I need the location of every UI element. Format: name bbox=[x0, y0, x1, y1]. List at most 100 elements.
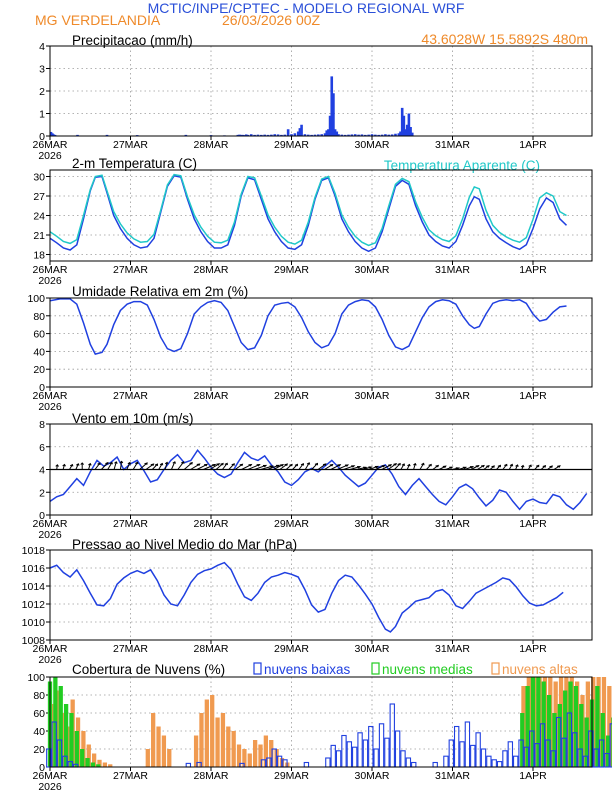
precip-bar bbox=[249, 134, 253, 136]
wind-arrow-head bbox=[80, 462, 85, 465]
wind-arrow bbox=[183, 462, 193, 470]
cloud-bar-high bbox=[236, 744, 242, 767]
wind-xtick-label: 31MAR bbox=[435, 518, 470, 530]
wind-arrow bbox=[170, 461, 176, 470]
wind-arrow bbox=[502, 464, 508, 470]
wind-arrow-head bbox=[262, 464, 268, 468]
wind-arrow-head bbox=[393, 463, 397, 466]
press-xtick-label: 28MAR bbox=[193, 643, 228, 655]
cloud-bar-high bbox=[97, 759, 102, 767]
cloud-bar-low bbox=[378, 723, 385, 768]
precip-ytick-label: 0 bbox=[39, 131, 45, 143]
clouds-ytick-label: 100 bbox=[27, 672, 45, 684]
precip-bar bbox=[241, 134, 245, 136]
precip-bar bbox=[246, 134, 250, 136]
rh-xtick-label: 30MAR bbox=[354, 390, 389, 402]
wind-ytick-label: 0 bbox=[39, 510, 45, 522]
precip-bar bbox=[384, 134, 387, 136]
cloud-bar-mid bbox=[80, 749, 85, 767]
cloud-bar-mid bbox=[568, 681, 573, 767]
wind-arrow bbox=[196, 463, 208, 470]
cloud-bar-low bbox=[389, 703, 395, 768]
cloud-bar-high bbox=[145, 749, 150, 767]
clouds-ytick-label: 60 bbox=[33, 708, 45, 720]
cloud-bar-mid bbox=[530, 677, 536, 767]
precip-bar bbox=[317, 134, 320, 136]
cloud-bar-high bbox=[156, 726, 161, 767]
precip-bar bbox=[266, 134, 270, 136]
precip-bar bbox=[380, 134, 384, 136]
cloud-bar-low bbox=[443, 755, 449, 768]
wind-arrow-head bbox=[306, 462, 311, 465]
wind-arrow-head bbox=[275, 464, 281, 468]
wind-xtick-label: 30MAR bbox=[354, 518, 389, 530]
wind-arrow-head bbox=[127, 461, 132, 465]
cloud-bar-low bbox=[593, 748, 599, 768]
cloud-bar-low bbox=[46, 748, 52, 768]
press-ytick-label: 1012 bbox=[22, 599, 46, 611]
clouds-frame bbox=[49, 676, 593, 768]
wind-ytick-label: 2 bbox=[39, 487, 45, 499]
precip-xtick-label: 26MAR bbox=[32, 139, 67, 151]
precip-title: Precipitacao (mm/h) bbox=[72, 33, 193, 48]
legend-high-swatch bbox=[491, 662, 500, 675]
cloud-bar-low bbox=[502, 750, 508, 768]
wind-arrow bbox=[234, 463, 243, 470]
cloud-bar-high bbox=[204, 699, 209, 767]
precip-bar bbox=[236, 134, 240, 136]
cloud-bar-high bbox=[151, 713, 156, 767]
wind-arrow-head bbox=[284, 463, 289, 467]
temp-ytick-label: 21 bbox=[33, 230, 45, 242]
wind-arrow-head bbox=[189, 461, 193, 465]
wind-arrow bbox=[75, 463, 79, 470]
wind-arrow-head bbox=[549, 465, 554, 468]
wind-arrow bbox=[298, 463, 304, 470]
cloud-bar-low bbox=[303, 761, 310, 768]
cloud-bar-low bbox=[335, 750, 342, 768]
precip-bar bbox=[404, 129, 407, 136]
wind-arrow bbox=[394, 463, 401, 470]
rh-xtick-label: 28MAR bbox=[193, 390, 228, 402]
wind-arrow-head bbox=[135, 461, 139, 465]
wind-arrow-head bbox=[535, 464, 540, 468]
wind-xtick-label: 1APR bbox=[519, 518, 547, 530]
temp-ytick-label: 30 bbox=[33, 172, 45, 184]
wind-arrow-head bbox=[435, 464, 440, 468]
temp-series-line-0 bbox=[49, 174, 568, 253]
rh-xtick-label: 1APR bbox=[519, 390, 547, 402]
wind-arrow bbox=[419, 463, 425, 470]
wind-arrow-head bbox=[363, 466, 368, 470]
cloud-bar-high bbox=[252, 740, 258, 767]
wind-arrow-head bbox=[224, 462, 228, 466]
wind-arrow bbox=[190, 463, 200, 470]
temp-xtick-label: 28MAR bbox=[193, 264, 228, 276]
precip-bar bbox=[238, 134, 241, 136]
press-title: Pressao ao Nivel Medio do Mar (hPa) bbox=[72, 537, 297, 552]
clouds-ytick-label: 80 bbox=[33, 690, 45, 702]
temp-series-line-1 bbox=[49, 173, 567, 247]
precip-xtick-label: 28MAR bbox=[193, 139, 228, 151]
clouds-title: Cobertura de Nuvens (%) bbox=[72, 662, 225, 677]
cloud-bar-mid bbox=[96, 764, 101, 767]
precip-bar bbox=[353, 134, 357, 136]
wind-arrow-head bbox=[154, 463, 159, 466]
wind-arrow-head bbox=[462, 466, 468, 470]
wind-arrow-head bbox=[509, 463, 514, 467]
cloud-bar-low bbox=[604, 752, 610, 768]
temp-ytick-label: 18 bbox=[33, 250, 45, 262]
cloud-bar-high bbox=[91, 753, 97, 767]
wind-arrow bbox=[132, 462, 138, 470]
wind-arrow-head bbox=[97, 462, 101, 465]
rh-xtick-label: 31MAR bbox=[435, 390, 470, 402]
cloud-bar-mid bbox=[552, 713, 557, 767]
precip-bar bbox=[394, 133, 397, 136]
cloud-bar-low bbox=[384, 737, 390, 768]
cloud-bar-mid bbox=[573, 686, 579, 767]
precip-ytick-label: 2 bbox=[39, 86, 45, 98]
wind-arrow bbox=[158, 463, 163, 470]
precip-bar bbox=[374, 134, 377, 136]
wind-arrow bbox=[222, 462, 228, 470]
wind-arrow bbox=[311, 463, 318, 470]
